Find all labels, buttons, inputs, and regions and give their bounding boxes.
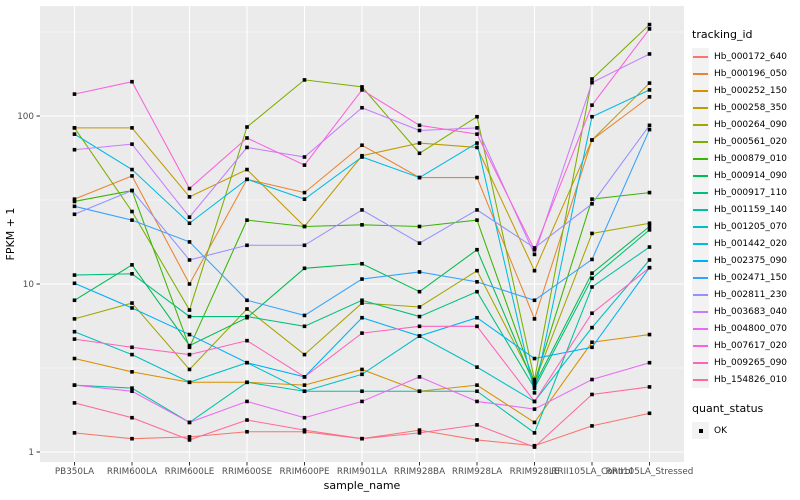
legend-key-line-icon <box>692 201 709 218</box>
legend-key-line-icon <box>692 218 709 235</box>
legend-item: Hb_000172_640 <box>692 48 798 65</box>
quant-legend-title: quant_status <box>692 402 764 415</box>
legend-item: Hb_002471_150 <box>692 269 798 286</box>
legend-item-label: Hb_154826_010 <box>714 374 788 385</box>
x-tick-label: RRIM928LE <box>510 467 560 477</box>
legend-key-line-icon <box>692 116 709 133</box>
legend-item: Hb_001442_020 <box>692 235 798 252</box>
y-tick-label: 10 <box>23 280 35 290</box>
legend-title: tracking_id <box>692 28 753 41</box>
legend-item-label: Hb_000264_090 <box>714 119 788 130</box>
series-points-Hb_000917_110 <box>72 228 652 390</box>
legend-item-label: Hb_003683_040 <box>714 306 788 317</box>
legend-item: Hb_000252_150 <box>692 82 798 99</box>
series-points-Hb_154826_010 <box>72 385 652 449</box>
x-tick-label: RRIM600PE <box>279 467 329 477</box>
legend-item-label: Hb_000172_640 <box>714 51 788 62</box>
legend-item-label: Hb_009265_090 <box>714 357 788 368</box>
legend-item: Hb_003683_040 <box>692 303 798 320</box>
x-tick-label: RRIM928LA <box>452 467 502 477</box>
legend-item: Hb_002375_090 <box>692 252 798 269</box>
legend-item-label: Hb_000914_090 <box>714 170 788 181</box>
legend-key-line-icon <box>692 371 709 388</box>
legend-key-line-icon <box>692 65 709 82</box>
legend-item: Hb_000914_090 <box>692 167 798 184</box>
y-tick-label: 1 <box>28 448 34 458</box>
x-tick-label: RRIM600SE <box>222 467 272 477</box>
legend-key-line-icon <box>692 48 709 65</box>
legend-item-label: Hb_002471_150 <box>714 272 788 283</box>
legend-key-line-icon <box>692 320 709 337</box>
legend-item-label: Hb_000561_020 <box>714 136 788 147</box>
x-axis: PB350LA RRIM600LA RRIM600LE RRIM600SE RRIM60… <box>55 462 694 477</box>
legend-item: Hb_007617_020 <box>692 337 798 354</box>
legend-item: Hb_002811_230 <box>692 286 798 303</box>
series-points-Hb_009265_090 <box>72 265 652 404</box>
series-points-Hb_003683_040 <box>72 52 652 257</box>
legend-item: Hb_000917_110 <box>692 184 798 201</box>
legend-item-label: Hb_001159_140 <box>714 204 788 215</box>
x-tick-label: RRIM901LA <box>337 467 387 477</box>
series-points-Hb_004800_070 <box>72 360 652 425</box>
legend-item: Hb_001159_140 <box>692 201 798 218</box>
legend-item-label: Hb_004800_070 <box>714 323 788 334</box>
legend-panel: tracking_id Hb_000172_640 Hb_000196_050 Hb… <box>692 28 798 439</box>
y-axis: 1 10 100 <box>17 112 40 458</box>
legend-item: Hb_000258_350 <box>692 99 798 116</box>
legend-item-label: Hb_000258_350 <box>714 102 788 113</box>
legend-key-line-icon <box>692 337 709 354</box>
x-tick-label: RRIM600LA <box>107 467 157 477</box>
quant-legend-label: OK <box>714 425 727 436</box>
y-tick-label: 100 <box>17 112 34 122</box>
series-points-Hb_007617_020 <box>72 27 652 252</box>
series-points-Hb_002471_150 <box>72 127 652 318</box>
x-tick-label: RRII105LA_Stressed <box>606 467 694 477</box>
legend-item: Hb_001205_070 <box>692 218 798 235</box>
series-points-Hb_000561_020 <box>72 22 652 382</box>
legend-item: Hb_009265_090 <box>692 354 798 371</box>
legend-item-label: Hb_007617_020 <box>714 340 788 351</box>
legend-item-label: Hb_000252_150 <box>714 85 788 96</box>
legend-key-line-icon <box>692 269 709 286</box>
legend-key-line-icon <box>692 184 709 201</box>
legend-item-label: Hb_001442_020 <box>714 238 788 249</box>
legend-key-line-icon <box>692 150 709 167</box>
legend-item: Hb_004800_070 <box>692 320 798 337</box>
legend-item: Hb_000264_090 <box>692 116 798 133</box>
legend-items: Hb_000172_640 Hb_000196_050 Hb_000252_150 H… <box>692 48 798 388</box>
legend-item-label: Hb_000879_010 <box>714 153 788 164</box>
legend-key-line-icon <box>692 235 709 252</box>
series-points-Hb_002811_230 <box>72 123 652 262</box>
legend-key-line-icon <box>692 167 709 184</box>
legend-item-label: Hb_000917_110 <box>714 187 788 198</box>
legend-key-line-icon <box>692 99 709 116</box>
legend-key-line-icon <box>692 354 709 371</box>
quant-legend-item: OK <box>692 422 798 439</box>
legend-item-label: Hb_001205_070 <box>714 221 788 232</box>
x-tick-label: RRIM600LE <box>165 467 215 477</box>
quant-ok-square-icon <box>692 422 709 439</box>
legend-key-line-icon <box>692 303 709 320</box>
x-tick-label: RRII105LA_Control <box>551 467 633 477</box>
x-tick-label: RRIM928BA <box>394 467 445 477</box>
x-tick-label: PB350LA <box>55 467 94 477</box>
legend-key-line-icon <box>692 82 709 99</box>
legend-key-line-icon <box>692 252 709 269</box>
legend-item: Hb_000561_020 <box>692 133 798 150</box>
legend-item: Hb_154826_010 <box>692 371 798 388</box>
legend-item-label: Hb_002811_230 <box>714 289 788 300</box>
legend-item: Hb_000196_050 <box>692 65 798 82</box>
legend-item-label: Hb_002375_090 <box>714 255 788 266</box>
legend-item: Hb_000879_010 <box>692 150 798 167</box>
x-axis-title: sample_name <box>324 479 401 492</box>
legend-item-label: Hb_000196_050 <box>714 68 788 79</box>
series-points-Hb_001442_020 <box>72 88 652 395</box>
legend-key-line-icon <box>692 286 709 303</box>
legend-key-line-icon <box>692 133 709 150</box>
y-axis-title: FPKM + 1 <box>4 208 17 261</box>
